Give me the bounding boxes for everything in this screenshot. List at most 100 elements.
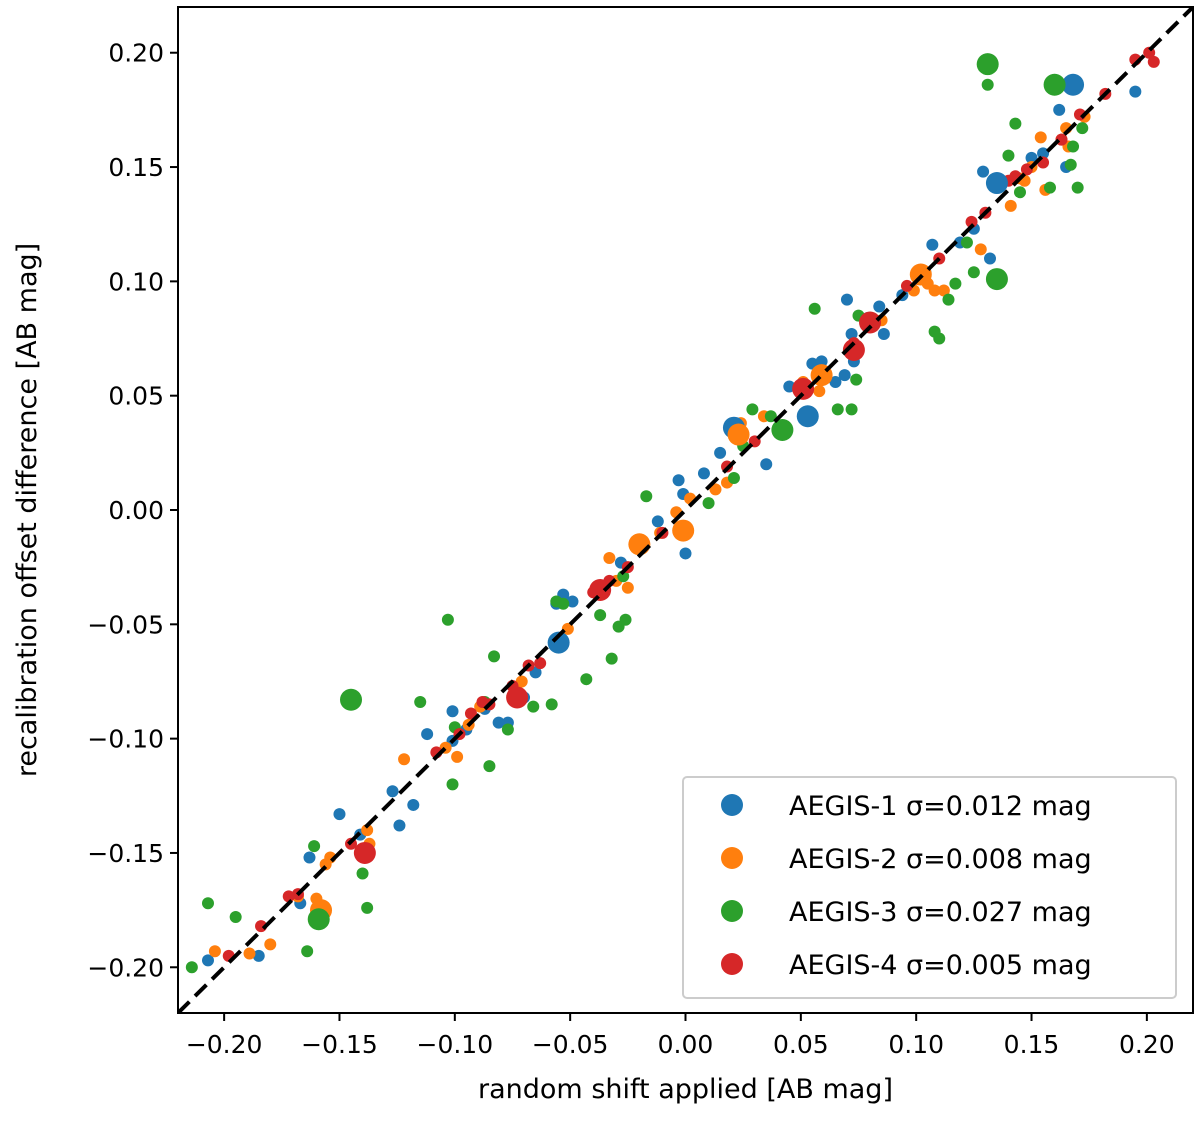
y-tick-label: −0.20: [87, 953, 164, 982]
legend-marker-aegis-4: [721, 953, 743, 975]
aegis-3-point: [1009, 117, 1022, 130]
aegis-3-point: [361, 901, 374, 914]
x-tick-label: 0.00: [658, 1030, 714, 1059]
x-tick-label: 0.20: [1119, 1030, 1175, 1059]
aegis-3-point: [746, 403, 759, 416]
legend: AEGIS-1 σ=0.012 mag AEGIS-2 σ=0.008 mag AE…: [682, 776, 1177, 999]
reference-line-y-equals-x: [178, 7, 1193, 1013]
aegis-3-point: [441, 613, 454, 626]
aegis-3-point: [967, 266, 980, 279]
aegis-2-point: [208, 945, 221, 958]
aegis-1-point: [697, 467, 710, 480]
aegis-3-point: [985, 268, 1008, 291]
aegis-3-point: [1071, 181, 1084, 194]
aegis-1-point: [303, 851, 316, 864]
aegis-1-point: [760, 458, 773, 471]
y-tick-label: −0.15: [87, 839, 164, 868]
legend-marker-aegis-2: [721, 847, 743, 869]
aegis-1-point: [840, 293, 853, 306]
aegis-3-point: [640, 490, 653, 503]
y-tick-label: 0.15: [108, 153, 164, 182]
aegis-4-point: [842, 338, 865, 361]
legend-label-aegis-2: AEGIS-2 σ=0.008 mag: [789, 844, 1092, 875]
aegis-1-point: [672, 474, 685, 487]
aegis-1-point: [985, 172, 1008, 195]
aegis-3-point: [446, 778, 459, 791]
legend-marker-aegis-3: [721, 900, 743, 922]
legend-marker-aegis-1: [721, 794, 743, 816]
aegis-3-point: [764, 410, 777, 423]
x-tick-label: −0.10: [417, 1030, 494, 1059]
aegis-2-point: [243, 947, 256, 960]
x-tick-label: 0.15: [1004, 1030, 1060, 1059]
aegis-2-point: [398, 753, 411, 766]
aegis-1-point: [1129, 85, 1142, 98]
aegis-3-point: [307, 908, 330, 931]
y-tick-label: −0.10: [87, 725, 164, 754]
aegis-4-point: [965, 215, 978, 228]
aegis-1-point: [679, 547, 692, 560]
aegis-3-point: [845, 403, 858, 416]
x-axis-label: random shift applied [AB mag]: [478, 1074, 893, 1105]
aegis-4-point: [589, 579, 612, 602]
y-axis: −0.20 −0.15 −0.10 −0.05 0.00 0.05 0.10 0.15 0.20: [87, 39, 178, 982]
aegis-1-point: [421, 728, 434, 741]
aegis-2-point: [603, 552, 616, 565]
aegis-1-point: [815, 355, 828, 368]
aegis-1-point: [393, 819, 406, 832]
aegis-1-point: [714, 446, 727, 459]
aegis-2-point: [1004, 199, 1017, 212]
aegis-1-point: [407, 798, 420, 811]
aegis-1-point: [977, 165, 990, 178]
legend-label-aegis-3: AEGIS-3 σ=0.027 mag: [789, 897, 1092, 928]
aegis-3-point: [557, 597, 570, 610]
aegis-3-point: [580, 673, 593, 686]
y-tick-label: 0.05: [108, 382, 164, 411]
y-axis-label: recalibration offset difference [AB mag]: [12, 243, 43, 777]
aegis-2-point: [1034, 131, 1047, 144]
aegis-1-point: [386, 785, 399, 798]
data-marks: [178, 7, 1193, 1013]
aegis-2-point: [928, 284, 941, 297]
x-tick-label: −0.20: [186, 1030, 263, 1059]
aegis-1-point: [1025, 151, 1038, 164]
aegis-1-point: [252, 949, 265, 962]
aegis-3-point: [185, 961, 198, 974]
aegis-1-point: [446, 705, 459, 718]
aegis-3-point: [1067, 140, 1080, 153]
aegis-3-point: [414, 696, 427, 709]
aegis-1-point: [566, 595, 579, 608]
aegis-1-point: [796, 405, 819, 428]
aegis-2-point: [451, 750, 464, 763]
aegis-2-point: [515, 675, 528, 688]
aegis-1-point: [651, 515, 664, 528]
x-tick-label: −0.05: [532, 1030, 609, 1059]
aegis-3-point: [301, 945, 314, 958]
aegis-3-point: [1043, 181, 1056, 194]
aegis-1-point: [829, 375, 842, 388]
aegis-3-point: [619, 613, 632, 626]
aegis-1-point: [1053, 103, 1066, 116]
aegis-3-point: [981, 78, 994, 91]
aegis-4-point: [282, 890, 295, 903]
aegis-3-point: [501, 723, 514, 736]
aegis-1-point: [926, 238, 939, 251]
x-tick-label: 0.10: [888, 1030, 944, 1059]
aegis-3-point: [488, 650, 501, 663]
aegis-4-point: [534, 657, 547, 670]
aegis-2-point: [621, 581, 634, 594]
aegis-3-point: [933, 332, 946, 345]
aegis-1-point: [492, 716, 505, 729]
aegis-3-point: [1013, 186, 1026, 199]
legend-label-aegis-4: AEGIS-4 σ=0.005 mag: [789, 950, 1092, 981]
aegis-2-point: [974, 243, 987, 256]
aegis-3-point: [617, 570, 630, 583]
aegis-1-point: [984, 252, 996, 265]
y-tick-label: 0.20: [108, 39, 164, 68]
aegis-1-point: [201, 954, 214, 967]
aegis-3-point: [308, 840, 321, 853]
aegis-3-point: [771, 418, 794, 441]
aegis-3-point: [201, 897, 214, 910]
aegis-3-point: [594, 609, 607, 622]
